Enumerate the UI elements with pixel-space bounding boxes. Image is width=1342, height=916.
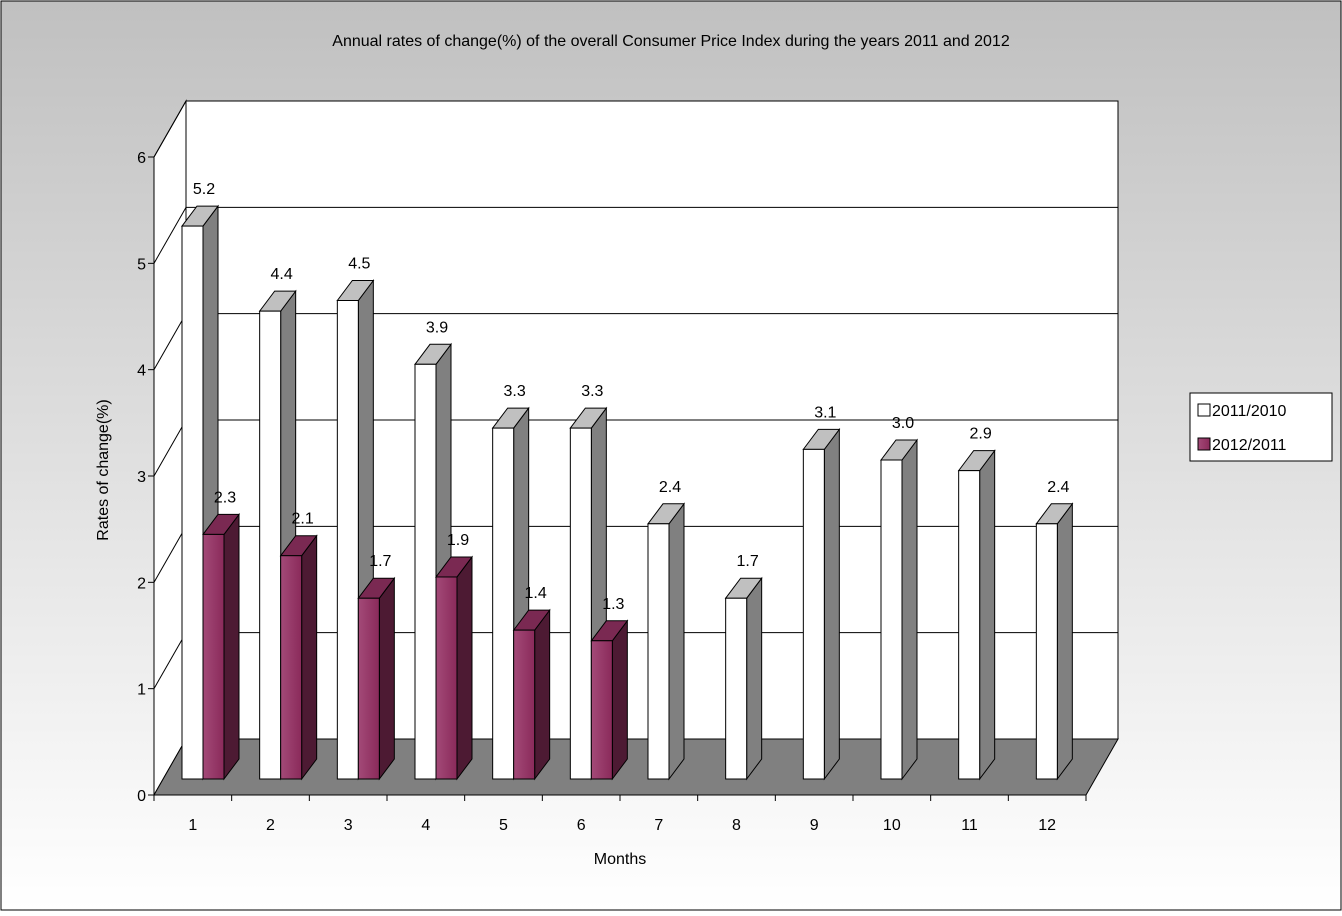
x-tick-label-12: 12 [1038,817,1056,834]
y-tick-label-2: 2 [137,575,146,592]
bar-side-2011-2010-11 [1056,502,1073,781]
data-label-2012-2011-1: 2.1 [292,511,314,528]
side-gridline-6 [153,100,187,158]
data-label-2012-2011-2: 1.7 [369,553,391,570]
y-axis-label: Rates of change(%) [95,399,112,540]
legend-swatch-2012-2011 [1197,437,1211,451]
y-tick-label-1: 1 [137,682,146,699]
bar-2011-2010-5 [569,427,592,780]
bar-2012-2011-4 [513,629,536,780]
bar-side-2011-2010-9 [901,438,918,781]
bar-side-2012-2011-4 [534,608,551,781]
bar-side-2012-2011-2 [378,576,395,781]
x-tick-label-2: 2 [266,817,275,834]
data-label-2012-2011-5: 1.3 [602,596,624,613]
legend-swatch-2011-2010 [1197,403,1211,417]
data-label-2011-2010-5: 3.3 [581,383,603,400]
bar-2012-2011-0 [202,533,225,780]
y-tick-label-5: 5 [137,256,146,273]
data-label-2011-2010-4: 3.3 [504,383,526,400]
data-label-2011-2010-6: 2.4 [659,479,681,496]
bar-side-2011-2010-8 [823,427,840,781]
x-tick-label-11: 11 [961,817,978,834]
side-gridline-3 [153,419,187,477]
data-label-2012-2011-4: 1.4 [525,585,547,602]
bar-2011-2010-11 [1035,523,1058,780]
data-label-2011-2010-11: 2.4 [1047,479,1069,496]
data-label-2011-2010-3: 3.9 [426,319,448,336]
side-gridline-5 [153,207,187,264]
side-gridline-1 [153,632,187,689]
x-tick-label-4: 4 [421,817,430,834]
bar-2011-2010-8 [802,448,825,780]
chart-title: Annual rates of change(%) of the overall… [332,33,1010,50]
bar-2011-2010-3 [414,363,437,780]
side-gridline-2 [153,526,187,583]
data-label-2011-2010-9: 3.0 [892,415,914,432]
bar-side-2012-2011-1 [301,534,318,781]
data-label-2012-2011-3: 1.9 [447,532,469,549]
bar-side-2011-2010-6 [668,502,685,781]
bar-2012-2011-3 [435,576,458,780]
x-tick-label-6: 6 [577,817,586,834]
data-label-2011-2010-1: 4.4 [271,266,293,283]
legend-label-2011-2010: 2011/2010 [1212,403,1287,420]
bar-2011-2010-2 [336,300,359,780]
x-tick-label-1: 1 [188,817,197,834]
x-axis-label: Months [594,851,646,868]
data-label-2011-2010-10: 2.9 [970,426,992,443]
bar-2011-2010-4 [492,427,515,780]
side-gridline-4 [153,313,187,370]
legend-box [1189,392,1333,462]
bar-2011-2010-6 [647,523,670,780]
x-tick-label-9: 9 [810,817,819,834]
x-tick-label-10: 10 [883,817,901,834]
bar-2011-2010-9 [880,459,903,780]
bar-side-2012-2011-0 [223,512,240,781]
bar-2011-2010-1 [259,310,282,780]
bar-2011-2010-7 [725,597,748,780]
x-tick-label-5: 5 [499,817,508,834]
bar-side-2012-2011-5 [611,619,628,781]
bar-2012-2011-5 [590,640,613,780]
data-label-2011-2010-2: 4.5 [348,256,370,273]
y-tick-label-6: 6 [137,150,146,167]
bar-2012-2011-2 [357,597,380,780]
x-tick-label-8: 8 [732,817,741,834]
y-tick-label-4: 4 [137,363,146,380]
data-label-2011-2010-8: 3.1 [814,404,836,421]
bar-side-2012-2011-3 [456,555,473,781]
x-tick-label-3: 3 [344,817,353,834]
data-label-2011-2010-0: 5.2 [193,181,215,198]
bar-side-2011-2010-7 [746,576,763,781]
y-tick-label-0: 0 [137,788,146,805]
bar-2011-2010-10 [958,470,981,780]
y-tick-label-3: 3 [137,469,146,486]
data-label-2012-2011-0: 2.3 [214,489,236,506]
x-tick-label-7: 7 [654,817,663,834]
bar-side-2011-2010-10 [979,449,996,781]
bar-2011-2010-0 [181,225,204,780]
bar-2012-2011-1 [280,555,303,780]
legend: 2011/2010 2012/2011 [1189,392,1333,462]
data-label-2011-2010-7: 1.7 [737,553,759,570]
legend-label-2012-2011: 2012/2011 [1212,437,1287,454]
